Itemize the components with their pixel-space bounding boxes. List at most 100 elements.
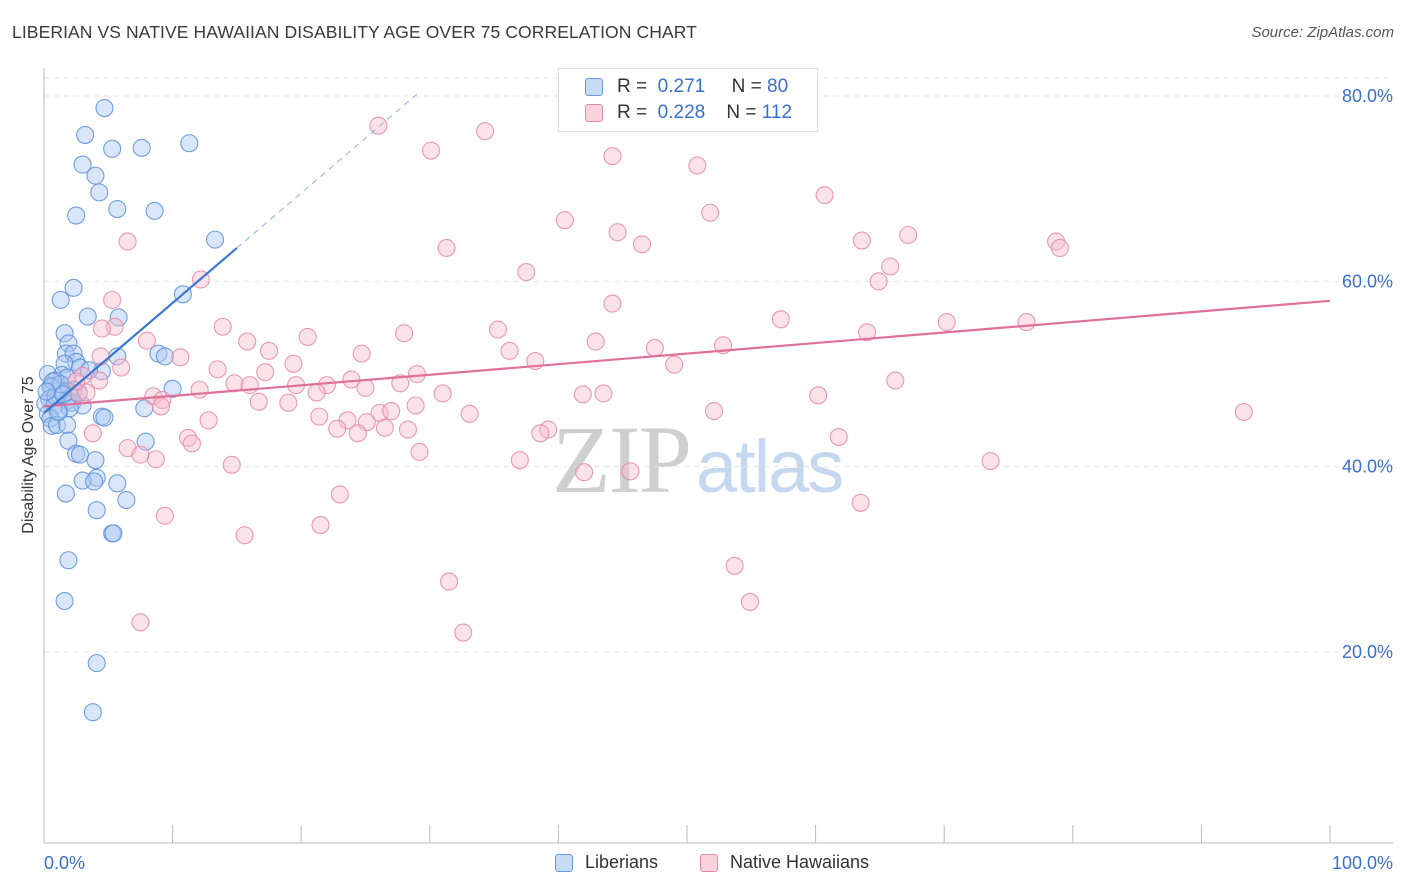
native-hawaiian-point <box>91 347 110 366</box>
correlation-legend: R = 0.271 N = 80 R = 0.228 N = 112 <box>558 68 818 132</box>
native-hawaiian-point <box>476 122 495 141</box>
native-hawaiian-point <box>330 485 349 504</box>
native-hawaiian-point <box>348 424 367 443</box>
native-hawaiian-point <box>645 339 664 358</box>
native-hawaiian-point <box>517 263 536 282</box>
native-hawaiian-point <box>881 257 900 276</box>
y-tick-label: 60.0% <box>1342 271 1393 291</box>
native-hawaiian-point <box>92 319 111 338</box>
liberian-point <box>37 382 56 401</box>
legend-label-native-hawaiians: Native Hawaiians <box>730 852 870 872</box>
liberian-point <box>180 134 199 153</box>
native-hawaiian-point <box>77 383 96 402</box>
native-hawaiian-point <box>208 360 227 379</box>
native-hawaiian-point <box>621 462 640 481</box>
y-tick-label: 80.0% <box>1342 86 1393 106</box>
native-hawaiian-point <box>437 238 456 258</box>
native-hawaiian-point <box>112 358 131 377</box>
x-tick-label: 0.0% <box>44 853 85 873</box>
y-tick-label: 20.0% <box>1342 642 1393 662</box>
native-hawaiian-point <box>851 493 870 512</box>
source-label[interactable]: Source: ZipAtlas.com <box>1251 24 1394 41</box>
liberian-point <box>51 290 70 309</box>
liberian-point <box>55 591 74 611</box>
native-hawaiian-point <box>510 451 529 470</box>
native-hawaiian-point <box>869 272 888 291</box>
chart-title: LIBERIAN VS NATIVE HAWAIIAN DISABILITY A… <box>12 22 697 42</box>
native-hawaiian-point <box>575 463 594 482</box>
legend-r-value: 0.228 <box>657 102 706 123</box>
native-hawaiian-point <box>391 374 410 393</box>
series-legend: Liberians Native Hawaiians <box>0 852 1406 878</box>
native-hawaiian-point <box>395 324 414 343</box>
native-hawaiian-point <box>190 380 209 399</box>
liberian-point <box>108 474 127 493</box>
legend-r-value: 0.271 <box>657 76 706 97</box>
liberian-point <box>85 472 104 491</box>
native-hawaiian-trend-line <box>43 299 1331 408</box>
native-hawaiian-point <box>249 392 268 411</box>
native-hawaiian-point <box>704 402 724 421</box>
legend-n-label: N = <box>726 102 757 123</box>
liberian-swatch <box>555 853 573 872</box>
legend-item-native-hawaiians[interactable]: Native Hawaiians <box>700 852 869 873</box>
liberian-point <box>205 230 225 249</box>
native-hawaiian-point <box>608 223 627 242</box>
native-hawaiian-point <box>433 384 452 403</box>
native-hawaiian-point <box>356 378 375 397</box>
watermark-zip: ZIP <box>552 406 692 513</box>
legend-row-native-hawaiians: R = 0.228 N = 112 <box>585 101 792 125</box>
liberian-point <box>59 551 78 570</box>
native-hawaiian-point <box>307 383 326 402</box>
legend-label-liberians: Liberians <box>585 852 659 872</box>
native-hawaiian-point <box>454 623 473 642</box>
native-hawaiian-point <box>440 572 459 591</box>
liberian-point <box>49 402 68 422</box>
liberian-point <box>132 138 151 157</box>
native-hawaiian-point <box>725 556 744 575</box>
legend-item-liberians[interactable]: Liberians <box>555 852 658 873</box>
native-hawaiian-point <box>284 354 303 373</box>
liberian-point <box>87 654 106 673</box>
liberian-point <box>95 98 114 118</box>
native-hawaiian-point <box>407 364 426 384</box>
native-hawaiian-point <box>151 397 171 416</box>
native-hawaiian-point <box>886 371 905 390</box>
legend-r-label: R = <box>617 76 648 97</box>
watermark-atlas: atlas <box>696 425 844 508</box>
native-hawaiian-point <box>382 402 401 421</box>
liberian-point <box>90 183 109 202</box>
liberian-point <box>117 490 136 510</box>
x-tick-label: 100.0% <box>1332 853 1393 873</box>
liberian-point <box>109 308 128 327</box>
native-hawaiian-point <box>238 332 257 351</box>
native-hawaiian-point <box>375 418 394 437</box>
native-hawaiian-point <box>1050 238 1069 258</box>
liberian-point <box>145 201 164 220</box>
liberian-point <box>55 324 74 343</box>
liberian-point <box>64 278 83 297</box>
native-hawaiian-point <box>369 116 388 135</box>
liberian-point <box>86 451 105 470</box>
native-hawaiian-point <box>328 419 347 438</box>
liberian-point <box>86 166 105 185</box>
native-hawaiian-point <box>298 327 317 346</box>
native-hawaiian-point <box>603 147 622 166</box>
native-hawaiian-point <box>83 424 102 443</box>
native-hawaiian-point <box>594 384 613 403</box>
legend-n-value: 112 <box>761 102 793 123</box>
native-hawaiian-point <box>131 445 150 464</box>
trend-lines <box>43 93 1331 414</box>
native-hawaiian-point <box>701 203 720 222</box>
native-hawaiian-point <box>155 506 174 525</box>
native-hawaiian-point <box>103 290 122 309</box>
native-hawaiian-point <box>182 434 201 453</box>
liberian-point <box>78 307 97 326</box>
native-hawaiian-point <box>500 341 519 360</box>
native-hawaiian-point <box>555 211 574 230</box>
native-hawaiian-point <box>632 235 652 254</box>
native-hawaiian-point <box>279 393 298 412</box>
native-hawaiian-point <box>118 232 137 251</box>
native-hawaiian-point <box>771 310 790 329</box>
